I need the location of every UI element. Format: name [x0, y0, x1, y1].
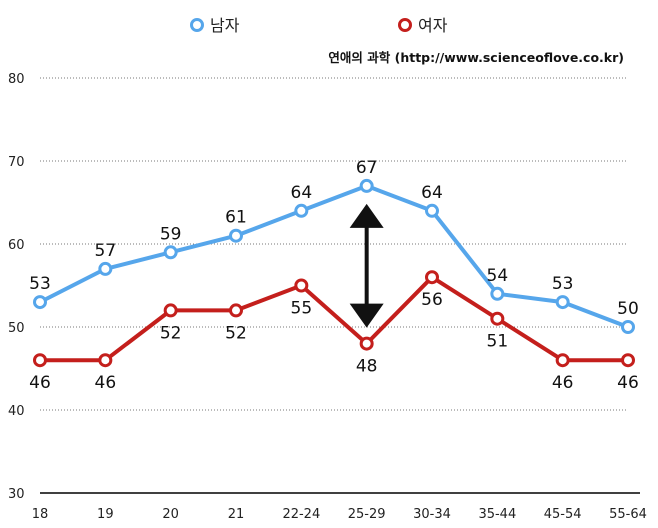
data-label-women: 46: [617, 373, 639, 393]
y-tick-label: 30: [8, 487, 25, 502]
source-credit: 연애의 과학 (http://www.scienceoflove.co.kr): [328, 50, 624, 65]
data-label-men: 53: [29, 274, 51, 294]
data-label-women: 46: [29, 373, 51, 393]
y-tick-label: 40: [8, 404, 25, 419]
data-point: [490, 311, 505, 326]
series-line-men: [39, 183, 629, 329]
data-point: [425, 270, 439, 285]
y-axis-ticks: 30 40 50 60 70 80: [8, 72, 25, 502]
arrow-head-up: [349, 203, 384, 228]
series-line-women: [40, 275, 628, 363]
data-label-women: 52: [160, 323, 182, 343]
data-label-women: 52: [225, 323, 247, 343]
data-point: [294, 203, 309, 218]
y-tick-label: 60: [8, 238, 25, 253]
x-tick-label: 22-24: [282, 507, 320, 522]
data-point: [163, 245, 178, 260]
data-label-men: 64: [291, 183, 313, 203]
data-point: [98, 353, 113, 368]
x-tick-label: 21: [228, 507, 245, 522]
data-point: [229, 228, 243, 243]
x-tick-label: 45-54: [544, 507, 582, 522]
series-data-labels: 53 57 59 61 64 67 64 54 53 50 46 46 52 52 55 48 56 51 46 46: [29, 158, 639, 393]
data-point: [555, 295, 570, 310]
series-lines: [39, 183, 629, 363]
data-point: [33, 353, 47, 368]
legend: 남자 여자: [190, 16, 448, 35]
data-point: [98, 261, 113, 276]
x-tick-label: 35-44: [478, 507, 516, 522]
x-tick-label: 30-34: [413, 507, 451, 522]
data-label-men: 59: [160, 224, 182, 244]
series-points: [33, 178, 635, 368]
data-label-men: 57: [95, 241, 117, 261]
data-point: [359, 336, 374, 351]
legend-marker-men: [190, 18, 204, 32]
data-label-men: 61: [225, 208, 247, 228]
data-label-women: 51: [487, 332, 509, 352]
x-tick-label: 25-29: [348, 507, 386, 522]
double-arrow-annotation: [349, 203, 384, 328]
data-point: [621, 320, 635, 334]
data-label-women: 48: [356, 357, 378, 377]
data-label-women: 46: [552, 373, 574, 393]
data-label-men: 67: [356, 158, 378, 178]
data-label-women: 55: [291, 299, 313, 319]
data-label-women: 56: [421, 290, 443, 310]
y-tick-label: 50: [8, 321, 25, 336]
data-point: [621, 353, 635, 368]
data-label-men: 54: [487, 266, 509, 286]
data-label-men: 64: [421, 183, 443, 203]
legend-label-men: 남자: [210, 16, 240, 35]
data-point: [163, 303, 178, 318]
data-label-men: 53: [552, 274, 574, 294]
data-point: [490, 286, 505, 301]
y-tick-label: 70: [8, 155, 25, 170]
data-point: [229, 303, 243, 318]
x-tick-label: 19: [97, 507, 114, 522]
arrow-head-down: [349, 303, 384, 328]
data-point: [359, 178, 374, 193]
grid-lines: [40, 77, 628, 411]
data-point: [33, 295, 47, 310]
data-point: [555, 353, 570, 368]
legend-marker-women: [398, 18, 412, 32]
x-tick-label: 55-64: [609, 507, 647, 522]
y-tick-label: 80: [8, 72, 25, 87]
x-tick-label: 20: [162, 507, 179, 522]
data-point: [294, 278, 309, 293]
x-axis-ticks: 18 19 20 21 22-24 25-29 30-34 35-44 45-54 55-64: [32, 507, 647, 522]
data-label-men: 50: [617, 299, 639, 319]
legend-label-women: 여자: [418, 16, 448, 35]
data-label-women: 46: [95, 373, 117, 393]
data-point: [425, 203, 439, 218]
x-tick-label: 18: [32, 507, 49, 522]
